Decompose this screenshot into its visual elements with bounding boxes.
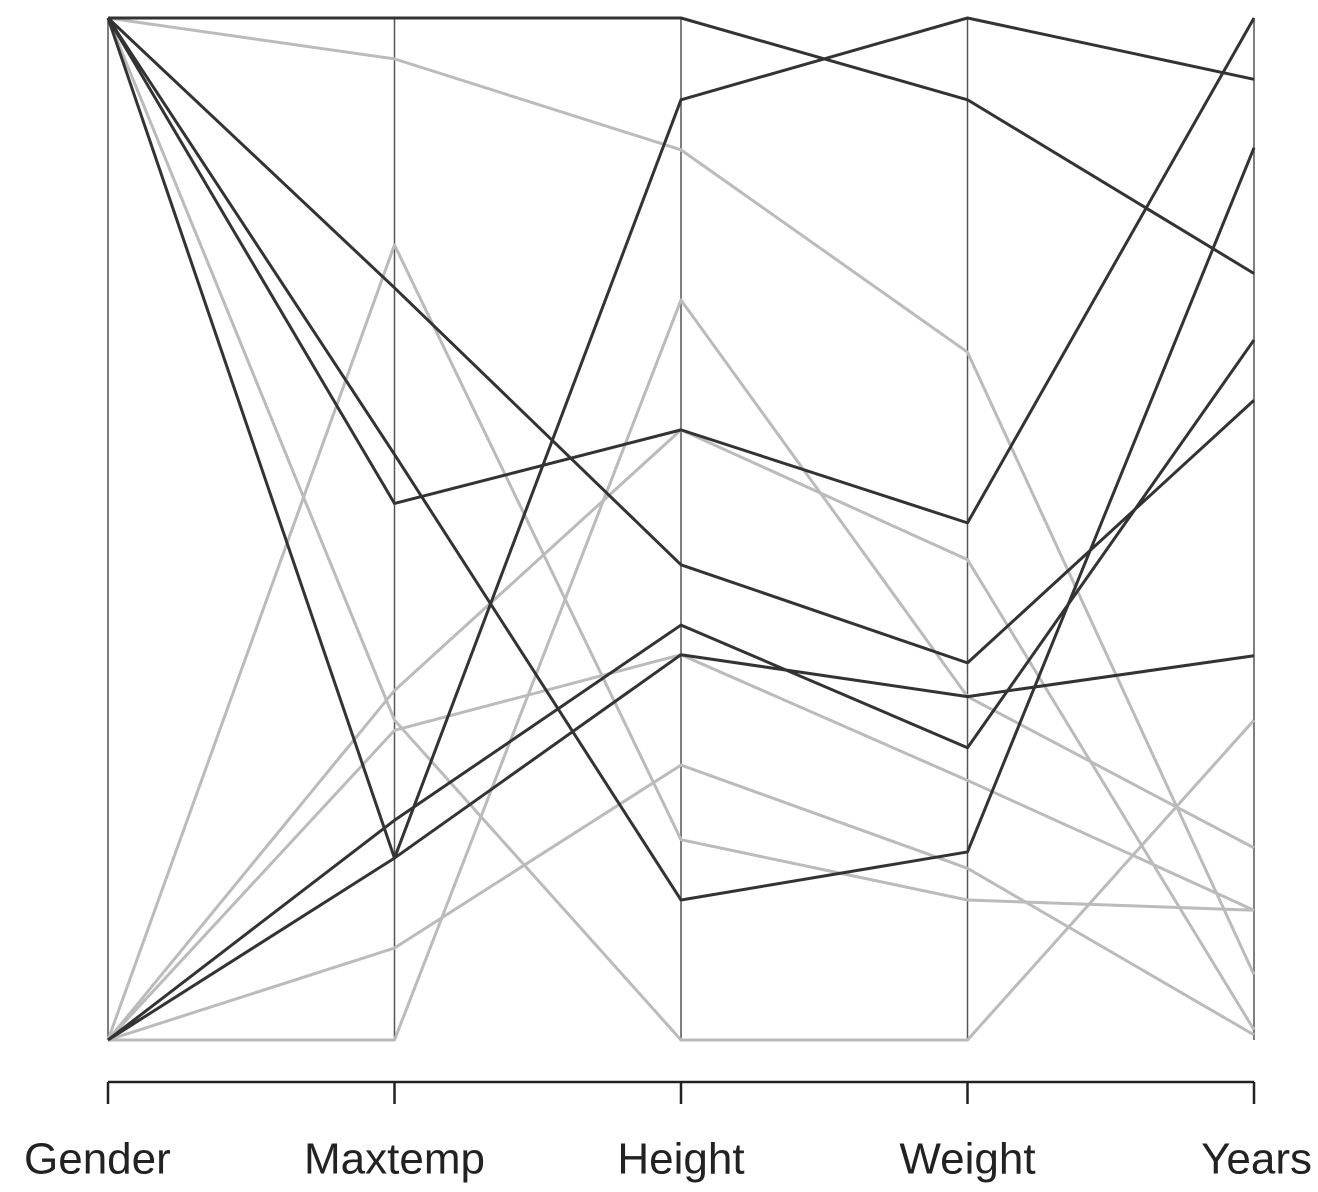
series-line: [106, 16, 1256, 665]
series-line: [107, 763, 1255, 1042]
series-line: [106, 16, 1255, 860]
series-line: [106, 17, 1256, 902]
x-tick-label: Weight: [899, 1135, 1035, 1184]
x-tick-label: Height: [617, 1135, 744, 1184]
x-tick-label: Maxtemp: [304, 1135, 485, 1184]
series-line: [108, 298, 1255, 1042]
series-line: [106, 17, 1256, 525]
series-line: [107, 339, 1256, 1042]
series-line: [108, 16, 1255, 275]
series-line: [107, 16, 1256, 976]
series-line: [107, 653, 1255, 1042]
x-tick-label: Gender: [24, 1135, 171, 1184]
series-line: [106, 17, 1256, 1042]
series-line: [106, 243, 1255, 1041]
x-tick-label: Years: [1201, 1135, 1312, 1184]
